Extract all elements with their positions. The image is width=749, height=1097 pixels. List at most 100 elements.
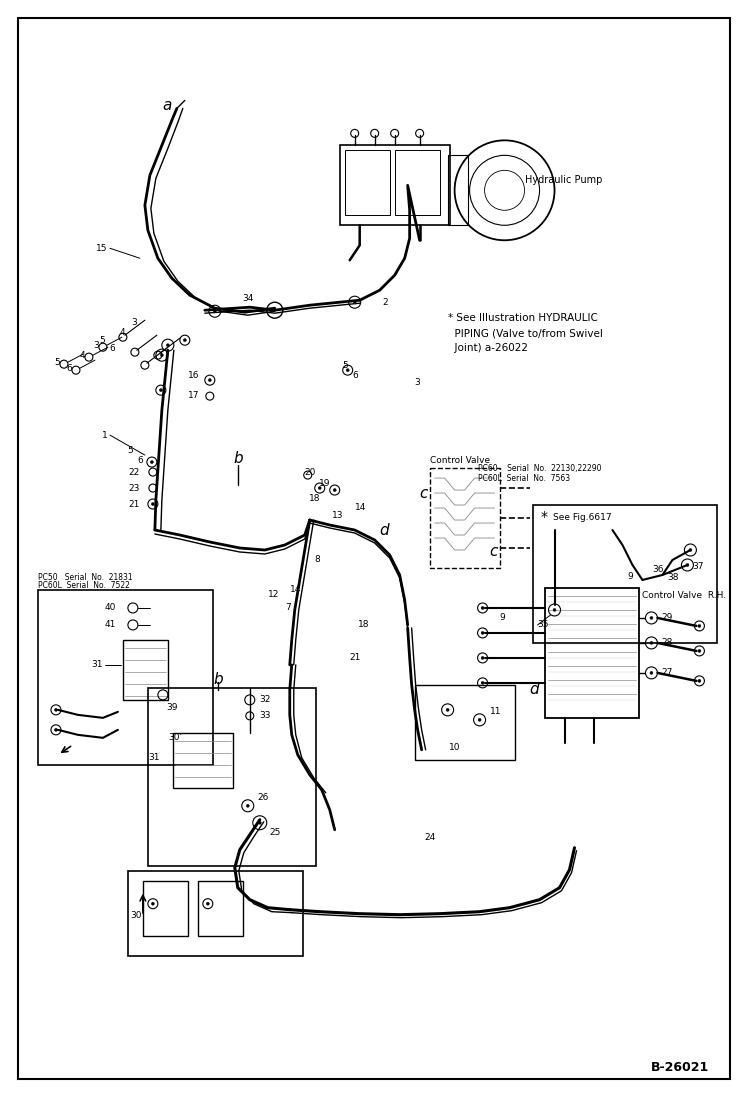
Text: 28: 28 [661, 638, 673, 647]
Text: 20: 20 [304, 467, 315, 476]
Text: 36: 36 [652, 565, 664, 575]
Circle shape [446, 709, 449, 711]
Text: *: * [541, 510, 548, 524]
Text: 8: 8 [314, 555, 320, 565]
Circle shape [698, 624, 701, 627]
Text: 21: 21 [129, 499, 140, 509]
Circle shape [160, 388, 163, 392]
Text: 27: 27 [661, 668, 673, 677]
Text: 2: 2 [383, 297, 388, 307]
Circle shape [686, 564, 689, 566]
Bar [345, 150, 389, 215]
Text: 34: 34 [242, 294, 253, 303]
Bar [545, 588, 640, 717]
Text: PC60L  Serial  No.  7563: PC60L Serial No. 7563 [478, 474, 570, 483]
Circle shape [55, 728, 58, 732]
Text: 16: 16 [188, 371, 200, 380]
Text: 18: 18 [358, 621, 370, 630]
Text: Control Valve  R.H.: Control Valve R.H. [643, 591, 727, 600]
Bar [340, 145, 449, 225]
Bar [448, 156, 467, 225]
Circle shape [55, 709, 58, 711]
Text: b: b [213, 672, 222, 688]
Text: 30: 30 [130, 912, 142, 920]
Text: 4: 4 [79, 351, 85, 360]
Text: 5: 5 [54, 358, 60, 366]
Circle shape [650, 617, 653, 620]
Text: b: b [233, 451, 243, 465]
Text: 41: 41 [105, 621, 116, 630]
Circle shape [478, 719, 481, 722]
Text: 14: 14 [290, 586, 301, 595]
Text: 23: 23 [129, 484, 140, 493]
Circle shape [333, 488, 336, 491]
Text: 31: 31 [148, 754, 160, 762]
Circle shape [698, 649, 701, 653]
Text: 5: 5 [127, 445, 133, 454]
Bar [128, 871, 303, 955]
Bar [198, 881, 243, 936]
Text: Control Valve: Control Valve [430, 455, 490, 464]
Text: 14: 14 [355, 502, 366, 511]
Text: 30’: 30’ [168, 733, 182, 743]
Circle shape [650, 671, 653, 675]
Bar [430, 468, 500, 568]
Circle shape [151, 902, 154, 905]
Circle shape [208, 378, 211, 382]
Text: 12: 12 [268, 590, 280, 599]
Text: 3: 3 [415, 377, 420, 386]
Text: 18: 18 [309, 494, 321, 502]
Text: 24: 24 [424, 834, 435, 842]
Text: 6: 6 [353, 371, 359, 380]
Text: 7: 7 [285, 603, 291, 612]
Circle shape [151, 502, 154, 506]
Text: 15: 15 [97, 244, 108, 252]
Text: d: d [530, 682, 539, 698]
Text: 32: 32 [260, 695, 271, 704]
Text: Hydraulic Pump: Hydraulic Pump [524, 176, 602, 185]
Text: 31: 31 [91, 660, 103, 669]
Text: 25: 25 [270, 828, 281, 837]
Text: See Fig.6617: See Fig.6617 [553, 512, 611, 521]
Text: 5: 5 [99, 336, 105, 344]
Text: 6: 6 [137, 455, 143, 464]
Text: 6: 6 [109, 343, 115, 352]
Text: d: d [380, 522, 389, 538]
Circle shape [213, 309, 216, 313]
Text: 40: 40 [105, 603, 116, 612]
Text: 39: 39 [166, 703, 178, 712]
Bar [395, 150, 440, 215]
Circle shape [184, 339, 187, 341]
Text: PIPING (Valve to/from Swivel: PIPING (Valve to/from Swivel [448, 328, 602, 338]
Text: 19: 19 [319, 478, 330, 487]
Text: 11: 11 [490, 708, 501, 716]
Bar [148, 688, 316, 866]
Text: 13: 13 [332, 510, 343, 520]
Circle shape [318, 487, 321, 489]
Circle shape [553, 609, 556, 611]
Text: 37: 37 [692, 563, 704, 572]
Text: 35: 35 [538, 621, 549, 630]
Circle shape [698, 679, 701, 682]
Text: 26: 26 [258, 793, 269, 802]
Bar [123, 640, 168, 700]
Bar [415, 685, 515, 760]
Text: a: a [163, 98, 172, 113]
Text: 10: 10 [449, 744, 461, 753]
Circle shape [258, 822, 261, 824]
Text: 6: 6 [66, 363, 72, 373]
Text: 22: 22 [129, 467, 140, 476]
Circle shape [166, 343, 169, 347]
Circle shape [354, 301, 357, 304]
Bar [143, 881, 188, 936]
Text: c: c [490, 544, 498, 559]
Text: 9: 9 [500, 613, 506, 622]
Circle shape [481, 607, 484, 610]
Circle shape [246, 804, 249, 807]
Text: c: c [419, 486, 428, 500]
Circle shape [151, 461, 154, 464]
Bar [533, 505, 718, 643]
Text: 33: 33 [260, 711, 271, 721]
Circle shape [650, 642, 653, 644]
Text: 21: 21 [350, 654, 361, 663]
